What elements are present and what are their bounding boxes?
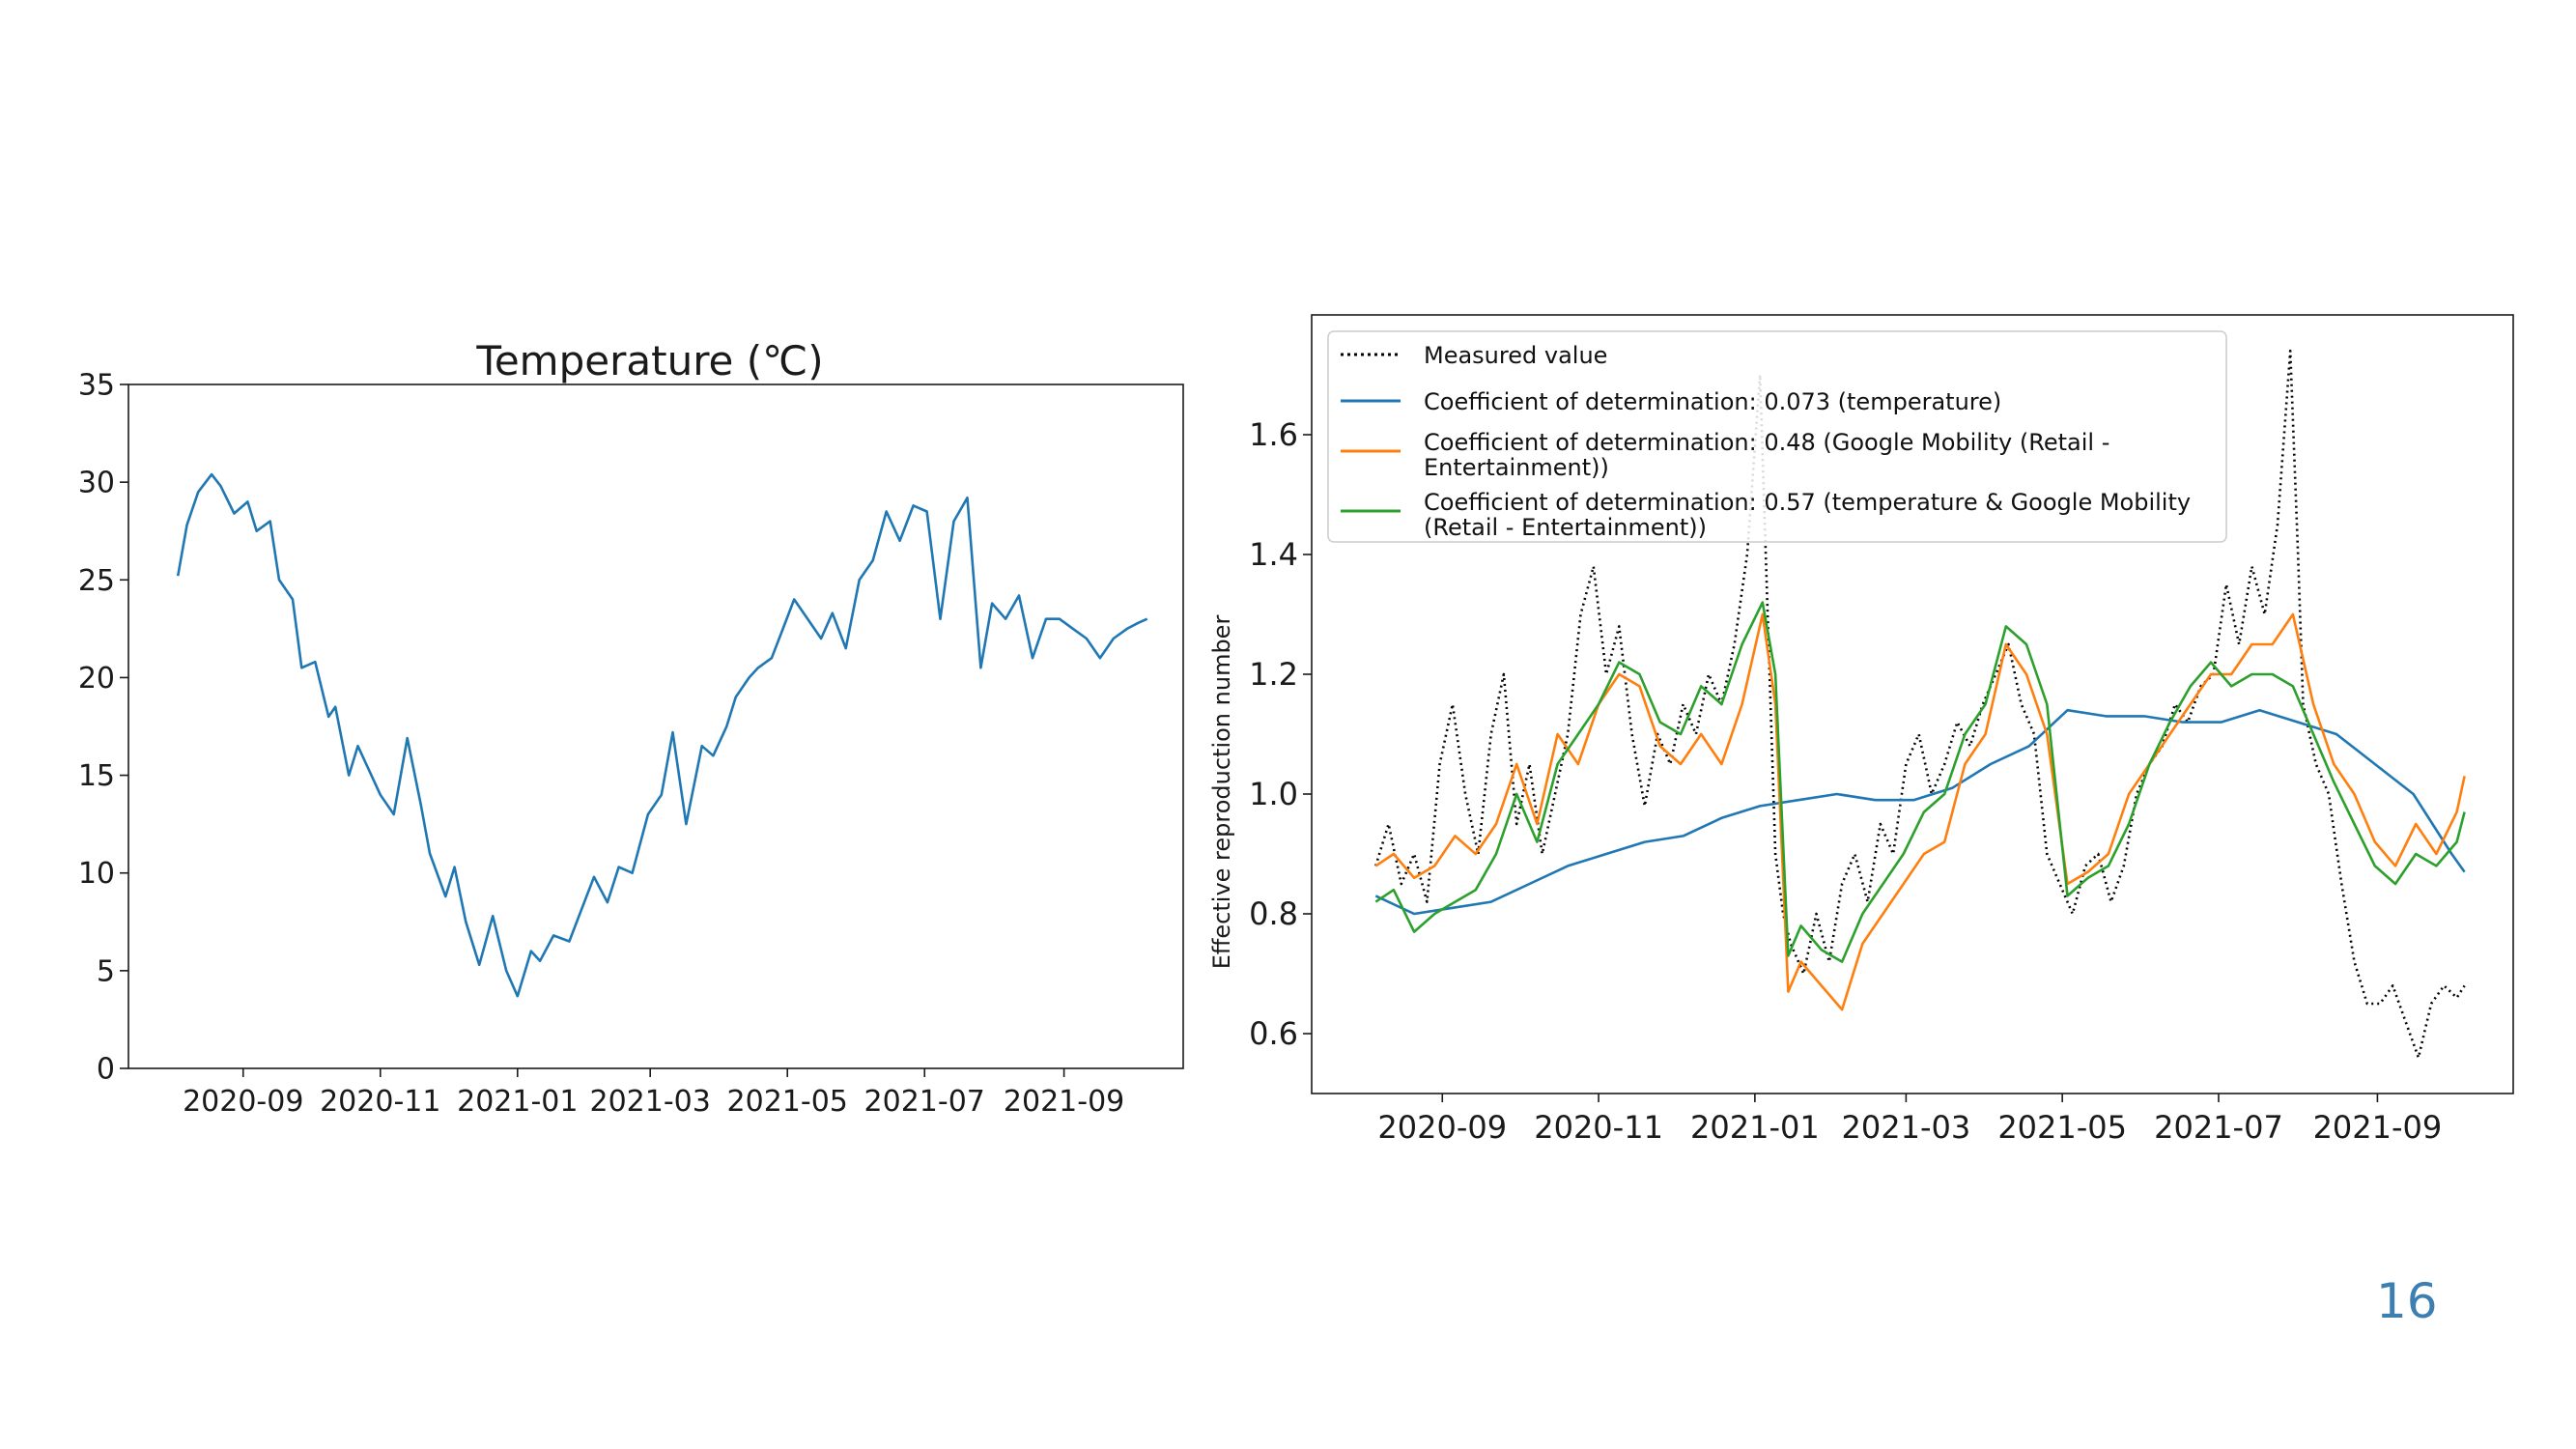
- temperature-series: [176, 472, 1148, 998]
- temperature-chart-title: Temperature (℃): [475, 337, 823, 384]
- series-line-3: [1374, 601, 2466, 963]
- y-tick-label: 0: [97, 1053, 115, 1087]
- legend-label-combined-line1: Coefficient of determination: 0.57 (temp…: [1424, 489, 2191, 516]
- reproduction-series: [1374, 349, 2466, 1060]
- y-tick-label: 20: [78, 662, 115, 696]
- x-tick-label: 2021-05: [1997, 1109, 2127, 1146]
- y-tick-label: 10: [78, 857, 115, 891]
- temperature-y-axis: 0 5 10 15 20 25 30 35: [78, 369, 128, 1087]
- x-tick-label: 2021-09: [2313, 1109, 2443, 1146]
- reproduction-x-axis: 2020-09 2020-11 2021-01 2021-03 2021-05 2021-…: [1377, 1094, 2442, 1146]
- series-line-1: [1374, 708, 2466, 916]
- x-tick-label: 2020-11: [1534, 1109, 1663, 1146]
- reproduction-chart: Effective reproduction number 0.6 0.8 1.0 1…: [1208, 314, 2514, 1146]
- y-tick-label: 1.6: [1249, 416, 1298, 453]
- x-tick-label: 2021-09: [1004, 1085, 1124, 1119]
- y-tick-label: 25: [78, 564, 115, 598]
- legend-label-temperature: Coefficient of determination: 0.073 (tem…: [1424, 388, 2001, 415]
- legend-label-mobility: Coefficient of determination: 0.48 (Goog…: [1424, 429, 2117, 481]
- y-tick-label: 0.8: [1249, 895, 1298, 932]
- y-tick-label: 0.6: [1249, 1015, 1298, 1052]
- y-tick-label: 35: [78, 369, 115, 403]
- reproduction-legend: Measured value Coefficient of determinat…: [1327, 330, 2227, 543]
- legend-label-mobility-line1: Coefficient of determination: 0.48 (Goog…: [1424, 429, 2109, 456]
- x-tick-label: 2020-09: [183, 1085, 303, 1119]
- y-tick-label: 30: [78, 467, 115, 500]
- temperature-plot-frame: [127, 384, 1184, 1069]
- legend-label-measured: Measured value: [1424, 342, 1607, 369]
- x-tick-label: 2021-03: [589, 1085, 710, 1119]
- x-tick-label: 2021-01: [1690, 1109, 1820, 1146]
- y-tick-label: 5: [97, 954, 115, 988]
- reproduction-y-axis: 0.6 0.8 1.0 1.2 1.4 1.6: [1249, 416, 1312, 1052]
- x-tick-label: 2021-01: [457, 1085, 578, 1119]
- series-line-2: [1374, 612, 2466, 1011]
- temperature-x-axis: 2020-09 2020-11 2021-01 2021-03 2021-05 2021-…: [183, 1068, 1124, 1119]
- legend-box: [1327, 330, 2227, 543]
- y-tick-label: 1.2: [1249, 656, 1298, 693]
- legend-label-combined-line2: (Retail - Entertainment)): [1424, 514, 1707, 541]
- x-tick-label: 2021-03: [1842, 1109, 1971, 1146]
- y-tick-label: 1.4: [1249, 536, 1298, 573]
- x-tick-label: 2021-05: [727, 1085, 848, 1119]
- x-tick-label: 2021-07: [864, 1085, 985, 1119]
- x-tick-label: 2021-07: [2154, 1109, 2283, 1146]
- reproduction-plot-frame: [1311, 314, 2514, 1094]
- series-line-0: [176, 472, 1148, 998]
- x-tick-label: 2020-09: [1377, 1109, 1507, 1146]
- page-number: 16: [2376, 1273, 2438, 1329]
- reproduction-y-axis-label: Effective reproduction number: [1208, 615, 1235, 970]
- y-tick-label: 1.0: [1249, 776, 1298, 812]
- legend-label-combined: Coefficient of determination: 0.57 (temp…: [1424, 489, 2198, 541]
- legend-label-mobility-line2: Entertainment)): [1424, 454, 1609, 481]
- x-tick-label: 2020-11: [320, 1085, 440, 1119]
- y-tick-label: 15: [78, 759, 115, 793]
